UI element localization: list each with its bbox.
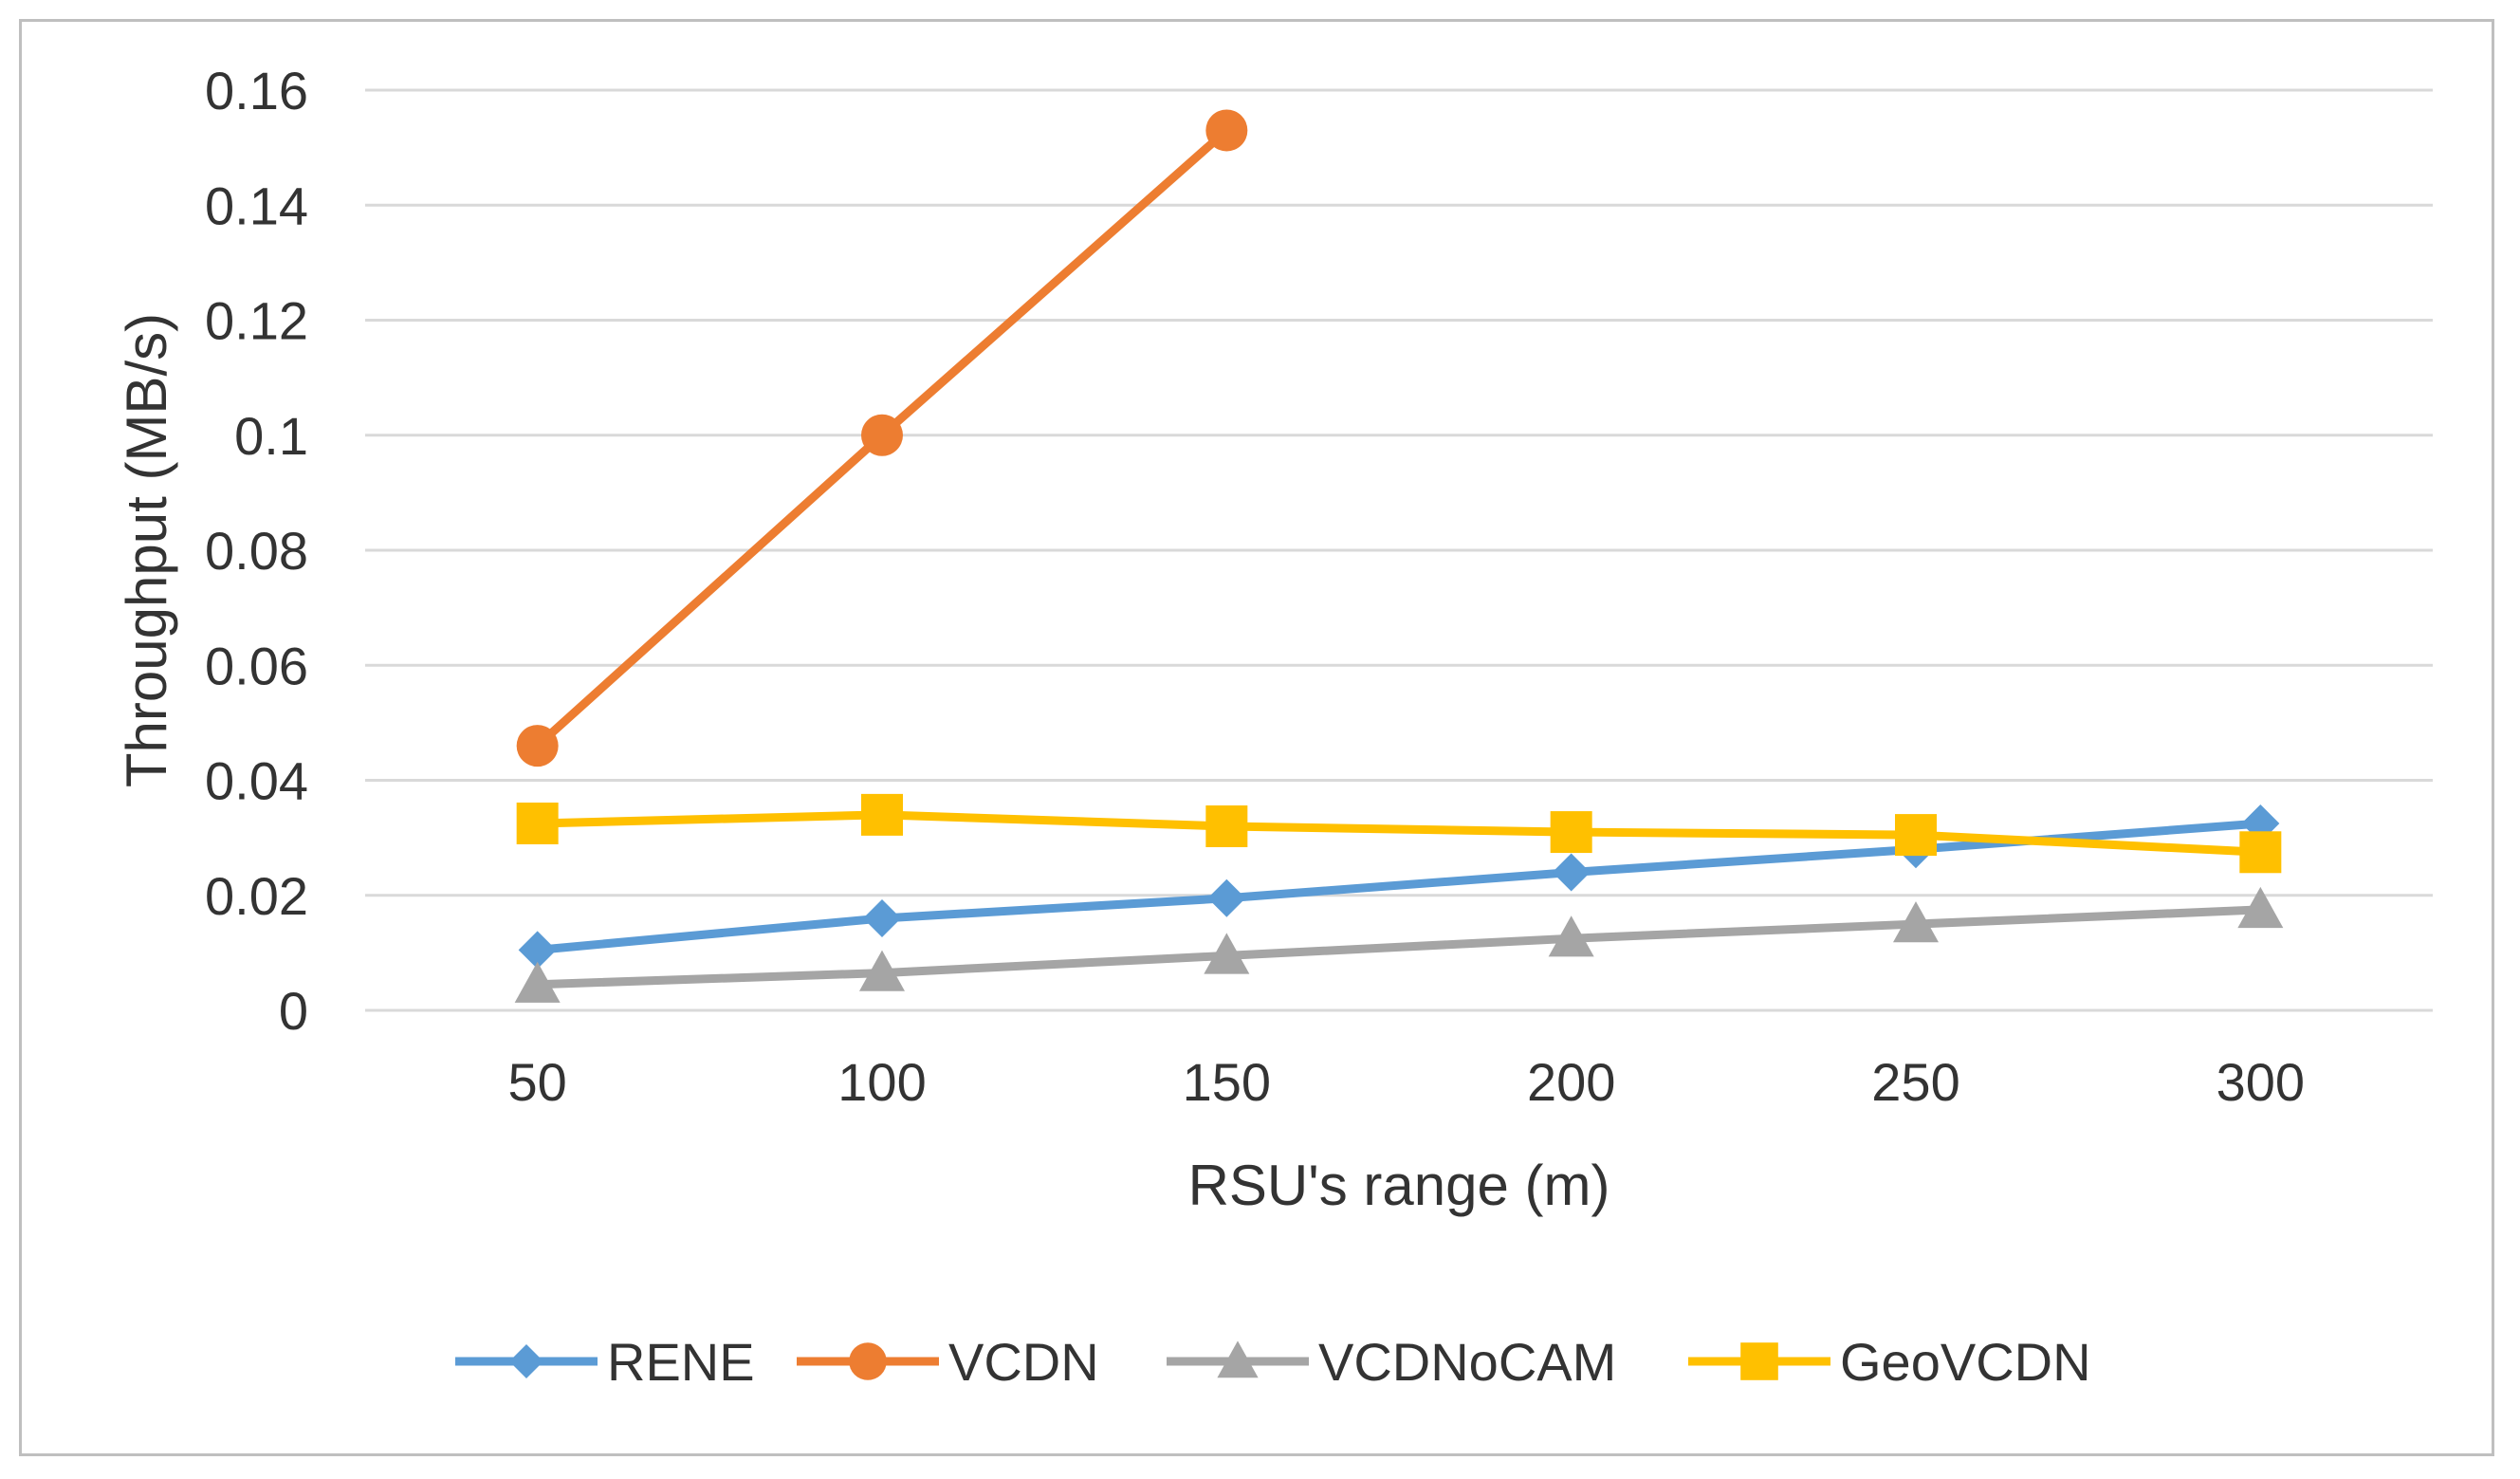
series-markers	[514, 109, 2284, 1003]
y-tick-label: 0.16	[205, 61, 308, 120]
data-point-vcdnocam	[1548, 915, 1594, 957]
x-tick-label: 50	[508, 1052, 567, 1112]
y-tick-label: 0.04	[205, 751, 308, 811]
legend-marker-vcdnocam	[1217, 1340, 1259, 1378]
x-tick-label: 250	[1871, 1052, 1959, 1112]
gridlines	[365, 88, 2433, 1012]
y-tick-label: 0.12	[205, 291, 308, 351]
legend-marker-rene	[509, 1344, 543, 1378]
x-tick-label: 150	[1183, 1052, 1271, 1112]
data-point-geovcdn	[1205, 805, 1248, 847]
y-tick-label: 0.14	[205, 176, 308, 235]
data-point-vcdnocam	[859, 950, 905, 991]
data-point-vcdn	[861, 414, 903, 456]
data-point-vcdn	[516, 725, 559, 767]
y-tick-label: 0.1	[234, 406, 308, 466]
x-axis-label: RSU's range (m)	[1188, 1154, 1610, 1217]
legend-marker-vcdn	[849, 1342, 887, 1380]
data-point-vcdnocam	[1893, 901, 1939, 943]
series-lines	[533, 125, 2265, 989]
y-tick-label: 0.06	[205, 636, 308, 695]
y-axis-label: Throughput (MB/s)	[115, 313, 178, 787]
legend-label-rene: RENE	[607, 1332, 755, 1392]
data-point-rene	[1207, 878, 1246, 917]
series-line-vcdnocam	[533, 905, 2265, 989]
legend-label-vcdn: VCDN	[948, 1332, 1099, 1392]
y-tick-label: 0	[279, 981, 308, 1041]
chart-frame	[19, 19, 2494, 1456]
series-line-rene	[533, 819, 2265, 954]
y-tick-label: 0.08	[205, 521, 308, 581]
data-point-geovcdn	[1550, 811, 1592, 854]
legend-marker-geovcdn	[1740, 1342, 1778, 1380]
data-point-rene	[1552, 853, 1591, 892]
data-point-geovcdn	[1895, 814, 1937, 857]
legend: RENE VCDN VCDNoCAM GeoVCDN	[455, 1332, 2091, 1392]
legend-label-geovcdn: GeoVCDN	[1840, 1332, 2091, 1392]
data-point-vcdnocam	[514, 961, 561, 1003]
data-point-vcdnocam	[2237, 886, 2284, 929]
x-tick-label: 300	[2216, 1052, 2305, 1112]
data-point-rene	[863, 899, 901, 937]
legend-label-vcdnocam: VCDNoCAM	[1318, 1332, 1616, 1392]
y-tick-labels: 0 0.02 0.04 0.06 0.08 0.1 0.12 0.14 0.16	[205, 61, 308, 1041]
y-tick-label: 0.02	[205, 866, 308, 926]
data-point-vcdnocam	[1204, 933, 1250, 974]
series-line-geovcdn	[533, 810, 2265, 857]
x-tick-label: 200	[1527, 1052, 1615, 1112]
data-point-geovcdn	[2239, 831, 2282, 874]
data-point-geovcdn	[516, 802, 559, 844]
x-tick-labels: 50 100 150 200 250 300	[508, 1052, 2306, 1112]
data-point-vcdn	[1205, 109, 1248, 152]
data-point-rene	[518, 931, 557, 970]
x-tick-label: 100	[837, 1052, 926, 1112]
data-point-geovcdn	[861, 793, 903, 836]
